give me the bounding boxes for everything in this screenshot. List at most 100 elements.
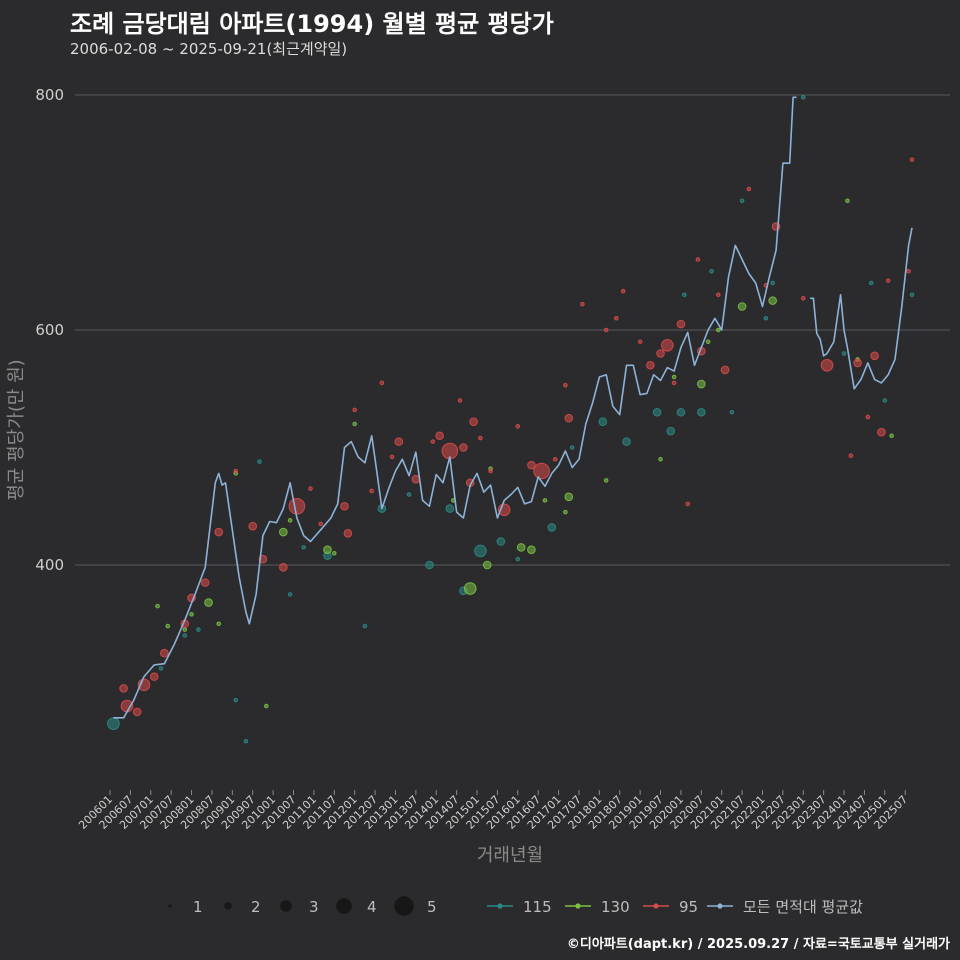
data-point-95 [720, 365, 730, 375]
data-point-115 [182, 633, 188, 638]
data-point-95 [614, 315, 619, 321]
data-point-95 [469, 417, 478, 426]
y-tick-label: 600 [35, 321, 64, 339]
data-point-130 [563, 509, 568, 515]
data-point-95 [389, 454, 395, 460]
data-point-95 [746, 186, 752, 192]
x-axis-ticks: 2006012006072007012007072008012008072009… [76, 790, 910, 832]
data-point-95 [478, 435, 483, 441]
data-point-95 [343, 528, 353, 538]
data-point-115 [515, 556, 521, 562]
data-point-95 [676, 319, 686, 329]
average-line-segment [810, 227, 913, 390]
scatter-points [107, 95, 915, 744]
data-point-95 [119, 684, 128, 693]
data-point-130 [352, 421, 357, 427]
data-point-95 [527, 460, 536, 470]
data-point-95 [533, 462, 550, 480]
size-legend-label: 3 [309, 898, 319, 916]
data-point-95 [459, 443, 468, 452]
y-tick-label: 800 [35, 86, 64, 104]
data-point-95 [288, 497, 306, 515]
data-point-115 [287, 592, 293, 597]
data-point-115 [729, 409, 735, 415]
size-legend-marker [224, 902, 232, 910]
data-point-115 [868, 280, 874, 286]
data-point-130 [279, 527, 288, 537]
data-point-130 [482, 560, 492, 570]
data-point-115 [301, 545, 307, 550]
series-legend-marker [717, 903, 723, 909]
data-point-130 [204, 598, 213, 607]
data-point-130 [331, 550, 337, 556]
data-point-95 [870, 351, 879, 361]
data-point-95 [515, 424, 521, 429]
x-axis-label: 거래년월 [477, 845, 543, 866]
data-point-115 [406, 492, 412, 497]
data-point-95 [637, 339, 643, 345]
size-legend-marker [336, 898, 352, 914]
data-point-95 [200, 578, 210, 587]
data-point-95 [820, 358, 834, 372]
data-point-115 [243, 738, 249, 744]
data-point-95 [435, 431, 444, 441]
y-tick-label: 400 [35, 556, 64, 574]
footer-credit: ©디아파트(dapt.kr) / 2025.09.27 / 자료=국토교통부 실… [566, 937, 950, 952]
data-point-130 [463, 582, 477, 595]
data-point-130 [697, 379, 706, 389]
data-point-130 [768, 296, 777, 305]
data-point-95 [853, 358, 862, 368]
data-point-130 [155, 603, 160, 609]
size-legend-marker [168, 904, 172, 908]
data-point-95 [563, 382, 568, 388]
data-point-95 [909, 157, 915, 162]
data-point-95 [160, 648, 169, 658]
data-point-95 [430, 439, 436, 444]
average-line-segment [113, 96, 797, 719]
data-point-130 [216, 621, 222, 627]
data-point-95 [457, 398, 463, 403]
data-point-115 [841, 351, 847, 356]
data-point-115 [882, 398, 888, 403]
data-point-95 [379, 380, 385, 386]
data-point-130 [287, 518, 293, 523]
data-point-115 [770, 280, 775, 286]
data-point-95 [620, 288, 626, 294]
data-point-95 [865, 414, 871, 420]
data-point-95 [646, 360, 655, 370]
data-point-115 [362, 623, 368, 629]
data-point-115 [739, 198, 745, 204]
series-legend-marker [575, 903, 581, 909]
data-point-95 [906, 268, 911, 274]
data-point-115 [233, 697, 239, 703]
series-legend-label: 95 [679, 898, 698, 916]
data-point-130 [845, 198, 850, 204]
data-point-95 [340, 501, 349, 511]
data-point-130 [715, 327, 721, 333]
data-point-95 [603, 327, 609, 333]
data-point-115 [709, 268, 714, 274]
data-point-130 [189, 612, 194, 617]
data-point-95 [848, 453, 854, 459]
data-point-115 [652, 407, 662, 417]
data-point-95 [800, 295, 806, 301]
data-point-130 [658, 456, 663, 462]
data-point-95 [394, 437, 404, 446]
data-point-95 [149, 672, 159, 681]
data-point-95 [132, 707, 142, 717]
data-point-95 [685, 501, 691, 507]
size-legend-marker [394, 896, 414, 916]
data-point-95 [488, 468, 493, 474]
data-point-130 [542, 498, 548, 503]
data-point-115 [763, 315, 769, 321]
data-point-115 [107, 717, 120, 730]
data-point-130 [182, 627, 188, 632]
data-point-95 [248, 521, 258, 531]
data-point-95 [318, 521, 323, 527]
size-legend-label: 4 [367, 898, 377, 916]
data-point-130 [603, 478, 609, 483]
size-legend-label: 2 [251, 898, 261, 916]
data-point-115 [666, 426, 676, 436]
data-point-95 [352, 407, 357, 413]
